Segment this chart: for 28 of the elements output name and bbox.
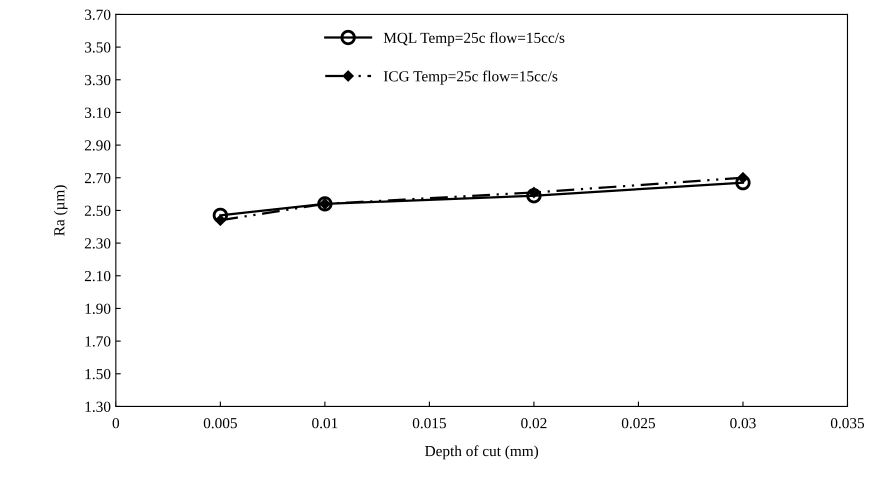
y-tick-label: 2.10 xyxy=(84,270,110,282)
y-tick-label: 1.70 xyxy=(86,336,110,347)
point xyxy=(735,175,751,190)
y-tick-label: 3.50 xyxy=(84,42,110,53)
y-tick-label: 3.70 xyxy=(84,10,110,20)
y-axis-title: Ra (µm) xyxy=(54,185,68,236)
y-tick-label: 2.50 xyxy=(84,206,110,216)
y-tick-label: 2.70 xyxy=(84,172,110,184)
y-tick-label: 2.30 xyxy=(84,238,110,249)
y-tick-label: 1.50 xyxy=(86,368,110,380)
x-tick-label: 0.005 xyxy=(204,418,237,428)
y-tick-label: 1.90 xyxy=(86,304,110,314)
x-axis-title: Depth of cut (mm) xyxy=(425,445,538,460)
legend-label: ICG Temp=25c flow=15cc/s xyxy=(384,70,558,85)
x-tick-label: 0.03 xyxy=(730,418,756,428)
x-tick-label: 0.015 xyxy=(412,418,446,428)
point xyxy=(212,208,228,223)
x-tick-label: 0.01 xyxy=(312,418,338,428)
y-tick-label: 3.30 xyxy=(84,74,110,86)
x-tick-label: 0 xyxy=(112,418,120,428)
y-tick-label: 1.30 xyxy=(86,402,110,412)
x-tick-label: 0.02 xyxy=(521,418,546,428)
y-tick-label: 3.10 xyxy=(84,108,110,118)
x-tick-label: 0.025 xyxy=(622,418,656,428)
y-tick-label: 2.90 xyxy=(84,140,110,151)
point xyxy=(526,188,542,204)
x-tick-label: 0.035 xyxy=(830,418,864,428)
legend-label: MQL Temp=25c flow=15cc/s xyxy=(384,32,564,46)
